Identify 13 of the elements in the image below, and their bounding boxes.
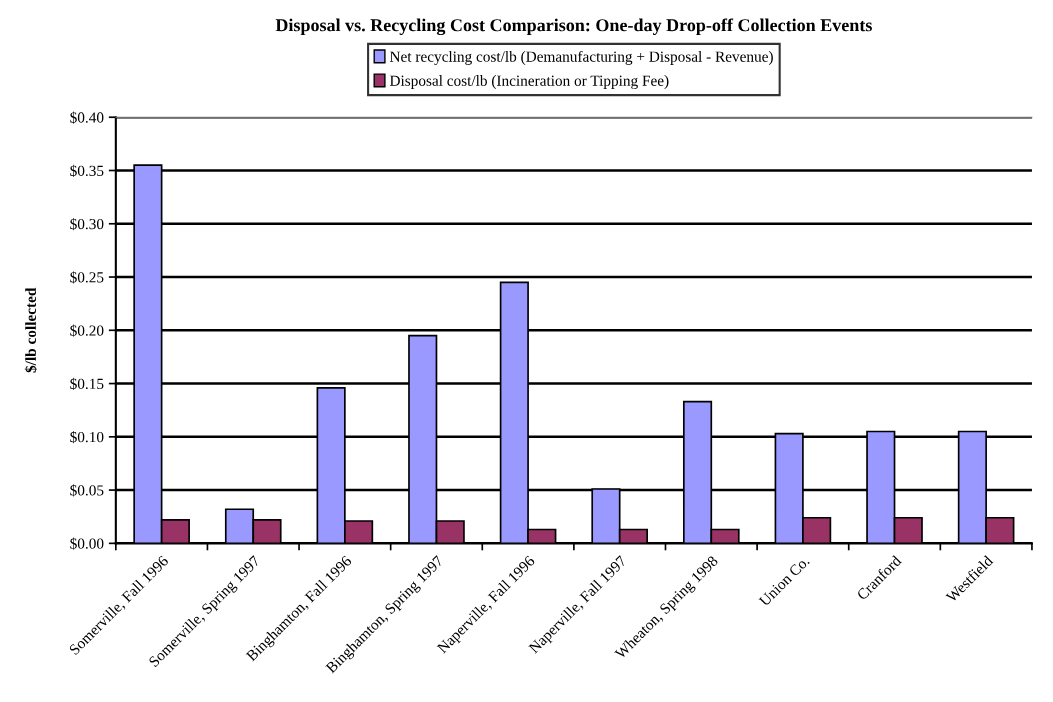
y-tick-label: $0.00 xyxy=(70,537,104,550)
y-tick-label: $0.05 xyxy=(70,484,104,497)
y-tick-label: $0.30 xyxy=(70,218,104,231)
y-tick-label: $0.25 xyxy=(70,271,104,284)
y-tick-label: $0.10 xyxy=(70,431,104,444)
y-tick-label: $0.20 xyxy=(70,324,104,337)
y-tick-label: $0.15 xyxy=(70,377,104,391)
y-tick-label: $0.40 xyxy=(70,111,104,124)
y-axis-title: $/lb collected xyxy=(24,287,38,373)
chart-title: Disposal vs. Recycling Cost Comparison: One-day Drop-off Collection Events xyxy=(275,18,872,36)
legend-label: Net recycling cost/lb (Demanufacturing + Disposal - Revenue) xyxy=(389,50,773,65)
legend-label: Disposal cost/lb (Incineration or Tipping Fee) xyxy=(389,75,669,89)
y-tick-label: $0.35 xyxy=(70,164,104,177)
